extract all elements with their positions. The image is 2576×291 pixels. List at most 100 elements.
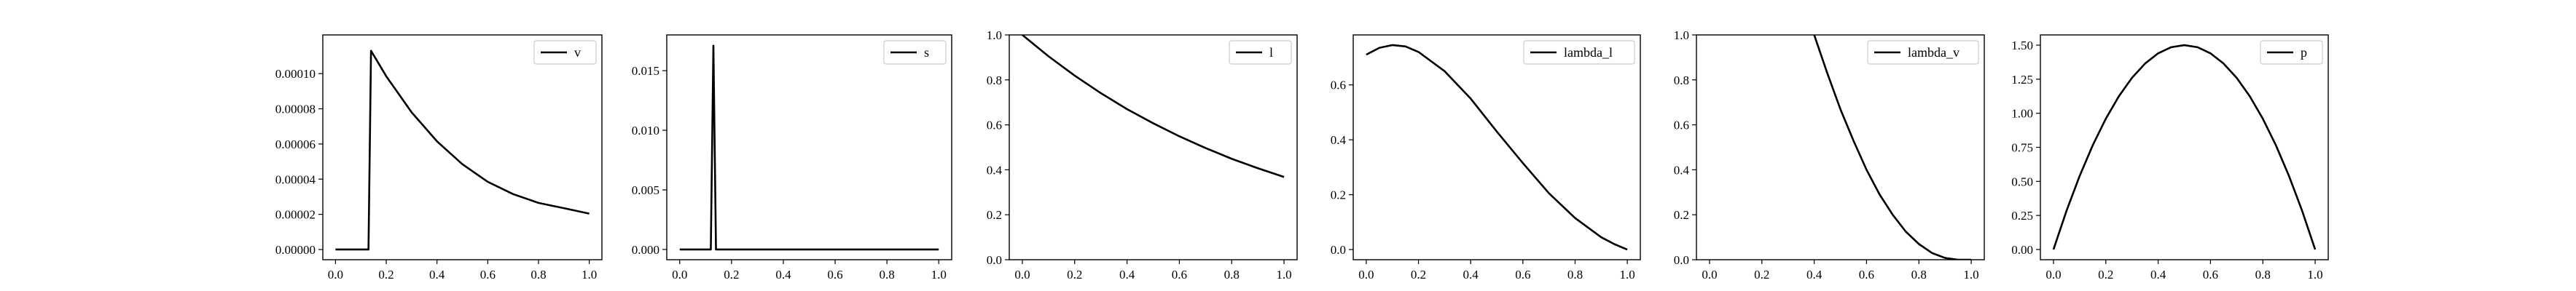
series-line-0 (679, 44, 939, 251)
x-tick-label: 0.0 (672, 268, 687, 282)
x-tick-label: 0.6 (1515, 268, 1530, 282)
y-tick-label: 0.010 (632, 124, 659, 137)
legend-label: lambda_v (1908, 45, 1960, 60)
x-tick-label: 0.2 (1754, 268, 1769, 282)
legend-label: p (2301, 45, 2307, 60)
y-tick-label: 0.6 (987, 119, 1002, 132)
y-tick-label: 0.00006 (275, 137, 316, 151)
y-tick-label: 0.00008 (275, 103, 316, 116)
chart-panel-1: 0.0 0.2 0.4 0.6 0.8 1.0 0.000 0.005 0.010 0.015 s (632, 34, 952, 282)
y-tick-label: 0.8 (987, 73, 1002, 87)
axes-frame (322, 34, 603, 260)
x-tick-label: 0.0 (1014, 268, 1030, 282)
y-tick-label: 0.4 (987, 163, 1003, 177)
y-tick-label: 0.50 (2011, 175, 2033, 188)
chart-panel-4: 0.0 0.2 0.4 0.6 0.8 1.0 0.0 0.2 0.4 0.6 0.8 1.0 lamb… (1674, 28, 1985, 282)
x-tick-label: 1.0 (931, 268, 947, 282)
y-tick-label: 0.4 (1331, 133, 1347, 147)
y-tick-label: 0.6 (1674, 119, 1689, 132)
x-tick-label: 0.8 (880, 268, 895, 282)
y-tick-label: 0.2 (1674, 208, 1689, 222)
x-tick-label: 1.0 (2307, 268, 2322, 282)
x-tick-label: 0.8 (531, 268, 546, 282)
axes-frame (666, 34, 952, 260)
legend: lambda_v (1867, 40, 1979, 65)
x-tick-label: 0.0 (328, 268, 343, 282)
x-tick-label: 0.0 (1358, 268, 1374, 282)
legend-label: l (1269, 45, 1273, 60)
x-tick-label: 0.6 (1172, 268, 1187, 282)
series-line-0 (335, 49, 590, 251)
y-tick-label: 0.75 (2011, 141, 2033, 155)
legend-box (1867, 40, 1979, 65)
x-tick-label: 1.0 (582, 268, 597, 282)
y-tick-label: 0.015 (632, 64, 659, 78)
x-tick-label: 0.4 (775, 268, 791, 282)
legend: v (533, 40, 597, 65)
x-tick-label: 0.4 (2150, 268, 2166, 282)
x-tick-label: 0.6 (480, 268, 496, 282)
x-tick-label: 0.2 (1411, 268, 1426, 282)
chart-panel-5: 0.0 0.2 0.4 0.6 0.8 1.0 0.00 0.25 0.50 0.75 1.00 1.… (2011, 34, 2329, 282)
x-tick-label: 0.2 (724, 268, 739, 282)
x-tick-label: 0.8 (1911, 268, 1927, 282)
y-tick-label: 1.25 (2011, 73, 2033, 87)
series-line-0 (1813, 35, 1972, 260)
x-tick-label: 0.8 (1567, 268, 1583, 282)
x-tick-label: 0.2 (1067, 268, 1082, 282)
y-tick-label: 0.0 (987, 253, 1002, 267)
x-tick-label: 0.8 (2255, 268, 2271, 282)
legend-label: v (574, 45, 581, 60)
series-line-0 (1022, 35, 1285, 178)
x-tick-label: 0.4 (1806, 268, 1823, 282)
x-tick-label: 0.4 (429, 268, 445, 282)
chart-panel-2: 0.0 0.2 0.4 0.6 0.8 1.0 0.0 0.2 0.4 0.6 0.8 1.0 l (987, 28, 1298, 282)
axes-frame (1009, 34, 1298, 260)
chart-panel-3: 0.0 0.2 0.4 0.6 0.8 1.0 0.0 0.2 0.4 0.6 lambda_l (1331, 34, 1641, 282)
y-tick-label: 1.50 (2011, 39, 2033, 52)
x-tick-label: 0.6 (2203, 268, 2218, 282)
legend: lambda_l (1523, 40, 1635, 65)
y-tick-label: 0.6 (1331, 79, 1346, 92)
y-tick-label: 1.0 (987, 28, 1002, 42)
x-tick-label: 1.0 (1276, 268, 1291, 282)
y-tick-label: 0.8 (1674, 73, 1689, 87)
y-tick-label: 1.00 (2011, 107, 2033, 121)
y-tick-label: 0.005 (632, 183, 659, 197)
x-tick-label: 0.2 (2098, 268, 2113, 282)
y-tick-label: 1.0 (1674, 28, 1689, 42)
y-tick-label: 0.00000 (275, 243, 316, 257)
y-tick-label: 0.00010 (275, 67, 316, 81)
x-tick-label: 0.2 (378, 268, 394, 282)
x-tick-label: 1.0 (1963, 268, 1978, 282)
y-tick-label: 0.0 (1674, 253, 1689, 267)
y-tick-label: 0.2 (987, 208, 1002, 222)
x-tick-label: 0.6 (1859, 268, 1874, 282)
x-tick-label: 0.0 (2045, 268, 2061, 282)
x-tick-label: 0.4 (1119, 268, 1135, 282)
x-tick-label: 1.0 (1619, 268, 1635, 282)
axes-frame (1696, 34, 1985, 260)
x-tick-label: 0.8 (1224, 268, 1240, 282)
legend-label: s (924, 45, 929, 60)
legend-box (1523, 40, 1635, 65)
y-tick-label: 0.4 (1674, 163, 1690, 177)
x-tick-label: 0.6 (827, 268, 842, 282)
legend: s (883, 40, 947, 65)
y-tick-label: 0.000 (632, 243, 659, 257)
y-tick-label: 0.00002 (275, 208, 316, 222)
y-tick-label: 0.0 (1331, 243, 1346, 257)
chart-panel-0: 0.0 0.2 0.4 0.6 0.8 1.0 0.00000 0.00002 0.00004 0… (275, 34, 603, 282)
y-tick-label: 0.00004 (275, 172, 316, 186)
x-tick-label: 0.4 (1463, 268, 1479, 282)
legend-label: lambda_l (1564, 45, 1613, 60)
series-line-0 (2052, 44, 2317, 250)
y-tick-label: 0.25 (2011, 209, 2033, 223)
y-tick-label: 0.2 (1331, 188, 1346, 202)
axes-frame (2040, 34, 2329, 260)
x-tick-label: 0.0 (1702, 268, 1717, 282)
axes-frame (1352, 34, 1641, 260)
y-tick-label: 0.00 (2011, 243, 2033, 257)
series-line-0 (1366, 44, 1628, 251)
